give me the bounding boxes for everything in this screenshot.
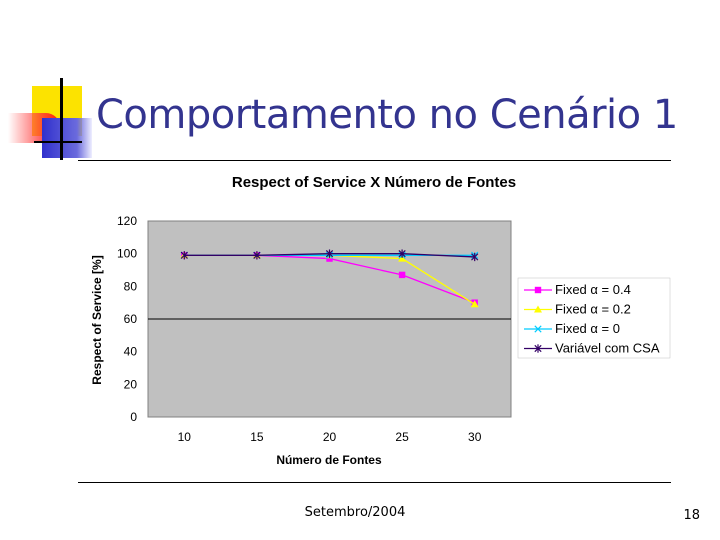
deco-vertical-line — [60, 78, 63, 160]
series-3-point — [471, 252, 479, 262]
y-tick-label: 120 — [117, 214, 137, 228]
legend-label-2: Fixed α = 0 — [555, 321, 620, 336]
x-tick-label: 20 — [323, 430, 337, 444]
series-0-point — [326, 255, 333, 262]
series-3-point — [180, 251, 188, 260]
series-1-point — [470, 300, 479, 308]
legend-box — [517, 277, 671, 359]
series-layer — [180, 249, 479, 308]
legend-label-1: Fixed α = 0.2 — [555, 302, 631, 317]
y-tick-labels: 0 20 40 60 80 100 120 — [117, 214, 137, 424]
title-rule — [78, 160, 671, 161]
legend-label-0: Fixed α = 0.4 — [555, 282, 631, 297]
y-tick-label: 60 — [124, 312, 138, 326]
x-tick-labels: 10 15 20 25 30 — [178, 430, 482, 444]
series-3-point — [398, 249, 406, 258]
series-1-point — [398, 254, 407, 262]
deco-blue-square — [42, 118, 92, 158]
chart-title: Respect of Service X Número de Fontes — [232, 174, 516, 191]
legend-marker-0 — [534, 286, 542, 294]
legend: Fixed α = 0.4 Fixed α = 0.2 Fixed α = 0 Var… — [524, 282, 660, 356]
y-tick-label: 40 — [124, 345, 138, 359]
series-3-point — [253, 251, 261, 260]
slide-title: Comportamento no Cenário 1 — [96, 92, 678, 138]
x-tick-label: 15 — [250, 430, 264, 444]
x-axis-label: Número de Fontes — [276, 453, 382, 467]
legend-marker-2 — [534, 325, 542, 333]
y-axis-label: Respect of Service [%] — [90, 255, 104, 384]
y-tick-label: 0 — [130, 410, 137, 424]
legend-marker-3 — [534, 344, 542, 353]
footer-date: Setembro/2004 — [304, 505, 406, 520]
legend-label-3: Variável com CSA — [555, 341, 660, 356]
series-0-point — [398, 271, 406, 279]
x-tick-label: 10 — [178, 430, 192, 444]
y-tick-label: 20 — [124, 377, 138, 391]
y-tick-label: 100 — [117, 247, 137, 261]
series-3-point — [325, 249, 334, 258]
deco-horizontal-line — [34, 141, 82, 143]
legend-marker-1 — [534, 305, 542, 313]
x-tick-label: 25 — [395, 430, 409, 444]
x-tick-label: 30 — [468, 430, 482, 444]
y-tick-label: 80 — [124, 279, 138, 293]
legend-marker-2-stroke-b — [534, 325, 542, 333]
page-number: 18 — [683, 508, 700, 523]
bottom-rule — [78, 482, 671, 483]
